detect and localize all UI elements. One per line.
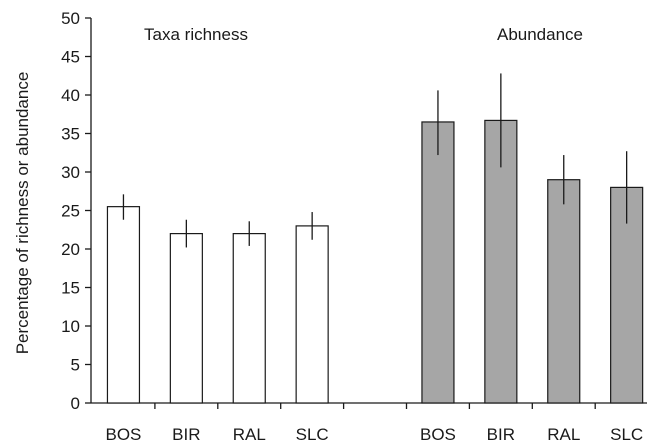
bar-bos-abundance bbox=[421, 121, 455, 404]
x-axis bbox=[91, 402, 647, 409]
bar-bos-richness bbox=[106, 206, 141, 404]
bar-slc-richness bbox=[295, 225, 329, 404]
x-category-label: SLC bbox=[610, 425, 643, 444]
bar-ral-abundance bbox=[547, 179, 581, 404]
y-tick-label: 45 bbox=[61, 48, 80, 67]
y-tick-label: 40 bbox=[61, 86, 80, 105]
category-labels: BOS BIR RAL SLC BOS BIR RAL SLC bbox=[105, 425, 643, 444]
series-title-abundance: Abundance bbox=[497, 25, 583, 44]
x-category-label: RAL bbox=[547, 425, 580, 444]
bars bbox=[106, 119, 644, 404]
y-axis-label: Percentage of richness or abundance bbox=[13, 72, 32, 355]
y-tick-label: 30 bbox=[61, 163, 80, 182]
x-category-label: RAL bbox=[233, 425, 266, 444]
y-tick-label: 35 bbox=[61, 125, 80, 144]
y-tick-label: 0 bbox=[71, 394, 80, 413]
error-bars bbox=[122, 73, 628, 248]
series-title-taxa-richness: Taxa richness bbox=[144, 25, 248, 44]
x-category-label: BOS bbox=[105, 425, 141, 444]
x-category-label: SLC bbox=[296, 425, 329, 444]
y-tick-label: 5 bbox=[71, 356, 80, 375]
y-tick-label: 10 bbox=[61, 317, 80, 336]
x-category-label: BOS bbox=[420, 425, 456, 444]
y-tick-label: 15 bbox=[61, 279, 80, 298]
y-tick-label: 25 bbox=[61, 202, 80, 221]
y-tick-label: 50 bbox=[61, 9, 80, 28]
y-tick-label: 20 bbox=[61, 240, 80, 259]
x-category-label: BIR bbox=[172, 425, 200, 444]
x-category-label: BIR bbox=[487, 425, 515, 444]
bar-ral-richness bbox=[232, 233, 266, 404]
bar-bir-richness bbox=[169, 233, 203, 404]
y-axis: 0 5 10 15 20 25 30 35 40 45 50 bbox=[61, 9, 92, 413]
